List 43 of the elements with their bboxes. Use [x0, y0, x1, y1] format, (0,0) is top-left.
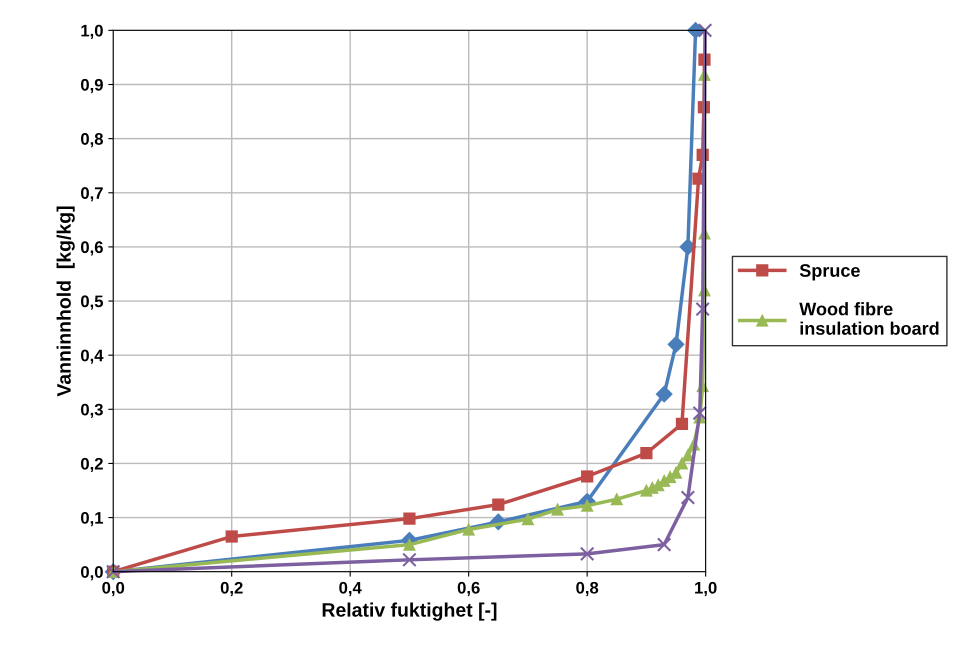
point [676, 457, 688, 470]
y-tick-label: 0,3 [80, 404, 103, 418]
y-tick-label: 0,4 [80, 350, 104, 364]
x-tick-label: 0,6 [458, 582, 480, 596]
legend-label: Spruce [800, 264, 860, 280]
point [695, 302, 710, 316]
point [522, 513, 534, 526]
point [226, 530, 238, 543]
point [580, 546, 594, 562]
point [656, 386, 673, 403]
point [698, 23, 712, 38]
point [692, 406, 708, 420]
point [402, 552, 417, 568]
point [640, 447, 653, 460]
y-tick-label: 0,9 [80, 78, 103, 94]
y-tick-label: 1,0 [81, 24, 103, 39]
point [610, 493, 623, 506]
point [676, 418, 688, 430]
point [656, 537, 672, 552]
point [462, 523, 475, 536]
point [668, 336, 684, 353]
y-axis-title: Vanninnhold [kg/kg] [56, 206, 75, 396]
x-tick-label: 1,0 [695, 582, 717, 596]
x-tick-label: 0,8 [576, 582, 598, 596]
point [680, 490, 696, 505]
x-axis-title: Relativ fuktighet [-] [322, 602, 496, 621]
point [403, 512, 416, 525]
y-tick-label: 0,0 [80, 566, 103, 580]
y-tick-label: 0,7 [80, 187, 103, 202]
x-tick-label: 0,0 [102, 582, 124, 596]
x-tick-label: 0,4 [339, 582, 362, 596]
y-tick-label: 0,8 [80, 133, 103, 148]
x-tick-label: 0,2 [220, 582, 243, 596]
y-tick-label: 0,1 [80, 512, 104, 526]
point [581, 500, 594, 512]
point [403, 538, 416, 551]
y-tick-label: 0,5 [80, 295, 104, 310]
y-tick-label: 0,6 [80, 241, 103, 256]
legend-label: Wood fibre insulation board [799, 302, 938, 335]
point [492, 498, 504, 511]
point [551, 503, 564, 516]
y-tick-label: 0,2 [80, 458, 103, 472]
point [581, 470, 594, 483]
